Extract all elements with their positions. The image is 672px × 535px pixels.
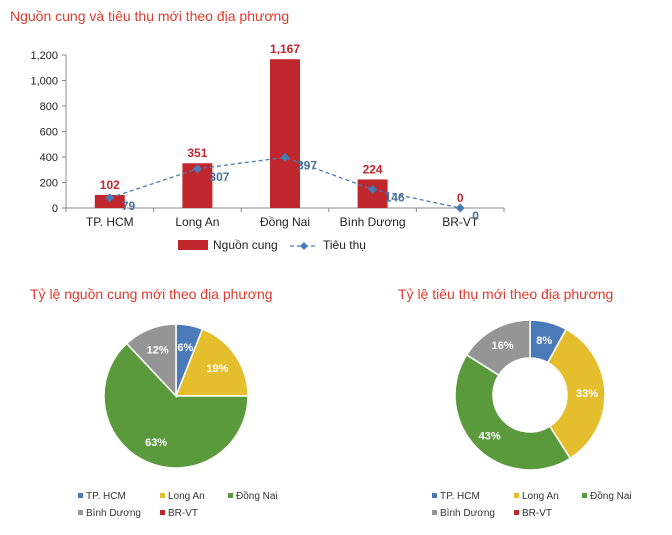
- pie-legend-label: Bình Dương: [86, 508, 141, 519]
- y-tick-label: 400: [40, 152, 58, 164]
- pie-legend-label: TP. HCM: [86, 491, 126, 502]
- line-value-label: 307: [209, 170, 229, 184]
- line-point: [192, 164, 202, 174]
- pie-slice-label: 12%: [147, 345, 169, 357]
- pie-legend-swatch: [160, 493, 165, 498]
- donut-legend-swatch: [432, 510, 437, 515]
- bar-nguon-cung: [270, 59, 300, 208]
- legend-label-nguon-cung: Nguồn cung: [213, 238, 278, 252]
- pie-legend-swatch: [160, 510, 165, 515]
- donut-legend-label: TP. HCM: [440, 491, 480, 502]
- pie-slice-label: 6%: [177, 342, 193, 354]
- donut-legend-swatch: [514, 493, 519, 498]
- x-tick-label: Đồng Nai: [260, 215, 310, 229]
- donut-legend-swatch: [582, 493, 587, 498]
- legend-marker-tieu-thu: [300, 242, 308, 250]
- y-tick-label: 600: [40, 127, 58, 139]
- pie-chart-title: Tỷ lệ nguồn cung mới theo địa phương: [30, 286, 273, 302]
- donut-legend-label: Long An: [522, 491, 559, 502]
- legend-label-tieu-thu: Tiêu thụ: [323, 238, 366, 252]
- line-point: [455, 203, 465, 213]
- bar-value-label: 1,167: [270, 42, 300, 56]
- donut-slice-label: 43%: [479, 430, 501, 442]
- bar-value-label: 224: [363, 162, 383, 176]
- pie-legend-swatch: [78, 510, 83, 515]
- pie-slice: [103, 342, 249, 469]
- pie-legend-swatch: [78, 493, 83, 498]
- y-tick-label: 1,000: [30, 76, 58, 88]
- line-point: [368, 184, 378, 194]
- supply-demand-bar-chart: 0 200 400 600 800 1,000 1,200 TP. HCM Long An Đồn…: [30, 42, 505, 252]
- y-tick-label: 1,200: [30, 50, 58, 62]
- line-value-label: 79: [122, 199, 136, 213]
- pie-legend-label: BR-VT: [168, 508, 198, 519]
- line-value-label: 0: [472, 209, 479, 223]
- donut-chart-title: Tỷ lệ tiêu thụ mới theo địa phương: [398, 286, 614, 302]
- pie-slice-label: 63%: [145, 437, 167, 449]
- bar-value-label: 351: [187, 146, 207, 160]
- line-value-label: 146: [385, 190, 405, 204]
- donut-slice-label: 16%: [492, 340, 514, 352]
- donut-legend-swatch: [514, 510, 519, 515]
- donut-slice: [465, 319, 531, 377]
- donut-legend-swatch: [432, 493, 437, 498]
- line-tieu-thu: [109, 156, 461, 209]
- pie-slice-label: 19%: [206, 363, 228, 375]
- x-tick-label: Long An: [175, 215, 219, 229]
- y-tick-label: 0: [52, 203, 58, 215]
- donut-legend-label: Đồng Nai: [590, 490, 632, 502]
- pie-legend-label: Đồng Nai: [236, 490, 278, 502]
- legend-swatch-nguon-cung: [178, 240, 208, 250]
- y-tick-label: 200: [40, 178, 58, 190]
- bar-value-label: 0: [457, 191, 464, 205]
- x-tick-label: Bình Dương: [340, 215, 406, 229]
- donut-slice-label: 8%: [536, 335, 552, 347]
- donut-slice-label: 33%: [576, 388, 598, 400]
- pie-slice: [174, 328, 249, 397]
- y-tick-label: 800: [40, 101, 58, 113]
- pie-slice: [125, 323, 177, 398]
- pie-legend-swatch: [228, 493, 233, 498]
- donut-legend-label: Bình Dương: [440, 508, 495, 519]
- line-point: [105, 193, 115, 203]
- pie-legend-label: Long An: [168, 491, 205, 502]
- line-value-label: 397: [297, 158, 317, 172]
- bar-chart-title: Nguồn cung và tiêu thụ mới theo địa phươ…: [10, 8, 290, 24]
- donut-slice: [546, 328, 606, 460]
- x-tick-label: BR-VT: [442, 215, 479, 229]
- bar-value-label: 102: [100, 178, 120, 192]
- donut-legend-label: BR-VT: [522, 508, 552, 519]
- line-point: [280, 152, 290, 162]
- donut-slice: [454, 353, 572, 471]
- x-tick-label: TP. HCM: [86, 215, 134, 229]
